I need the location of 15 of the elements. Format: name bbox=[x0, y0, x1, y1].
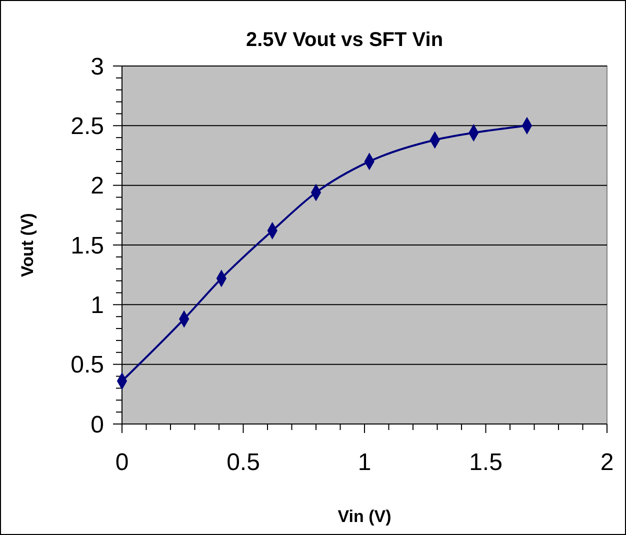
x-tick-label: 1 bbox=[358, 449, 372, 476]
y-tick-label: 1.5 bbox=[70, 232, 104, 260]
y-tick-label: 3 bbox=[90, 53, 104, 80]
x-tick-label: 0 bbox=[115, 449, 129, 476]
chart-title: 2.5V Vout vs SFT Vin bbox=[246, 29, 444, 51]
y-tick-label: 0 bbox=[90, 411, 104, 438]
x-axis-title: Vin (V) bbox=[338, 507, 392, 526]
x-tick-label: 2 bbox=[600, 449, 614, 476]
y-tick-label: 2 bbox=[90, 172, 104, 200]
x-tick-label: 0.5 bbox=[226, 449, 260, 476]
y-tick-label: 1 bbox=[90, 292, 104, 320]
y-tick-label: 2.5 bbox=[70, 113, 104, 140]
x-tick-label: 1.5 bbox=[469, 449, 502, 476]
y-tick-label: 0.5 bbox=[70, 352, 104, 379]
y-axis-title: Vout (V) bbox=[18, 213, 37, 277]
